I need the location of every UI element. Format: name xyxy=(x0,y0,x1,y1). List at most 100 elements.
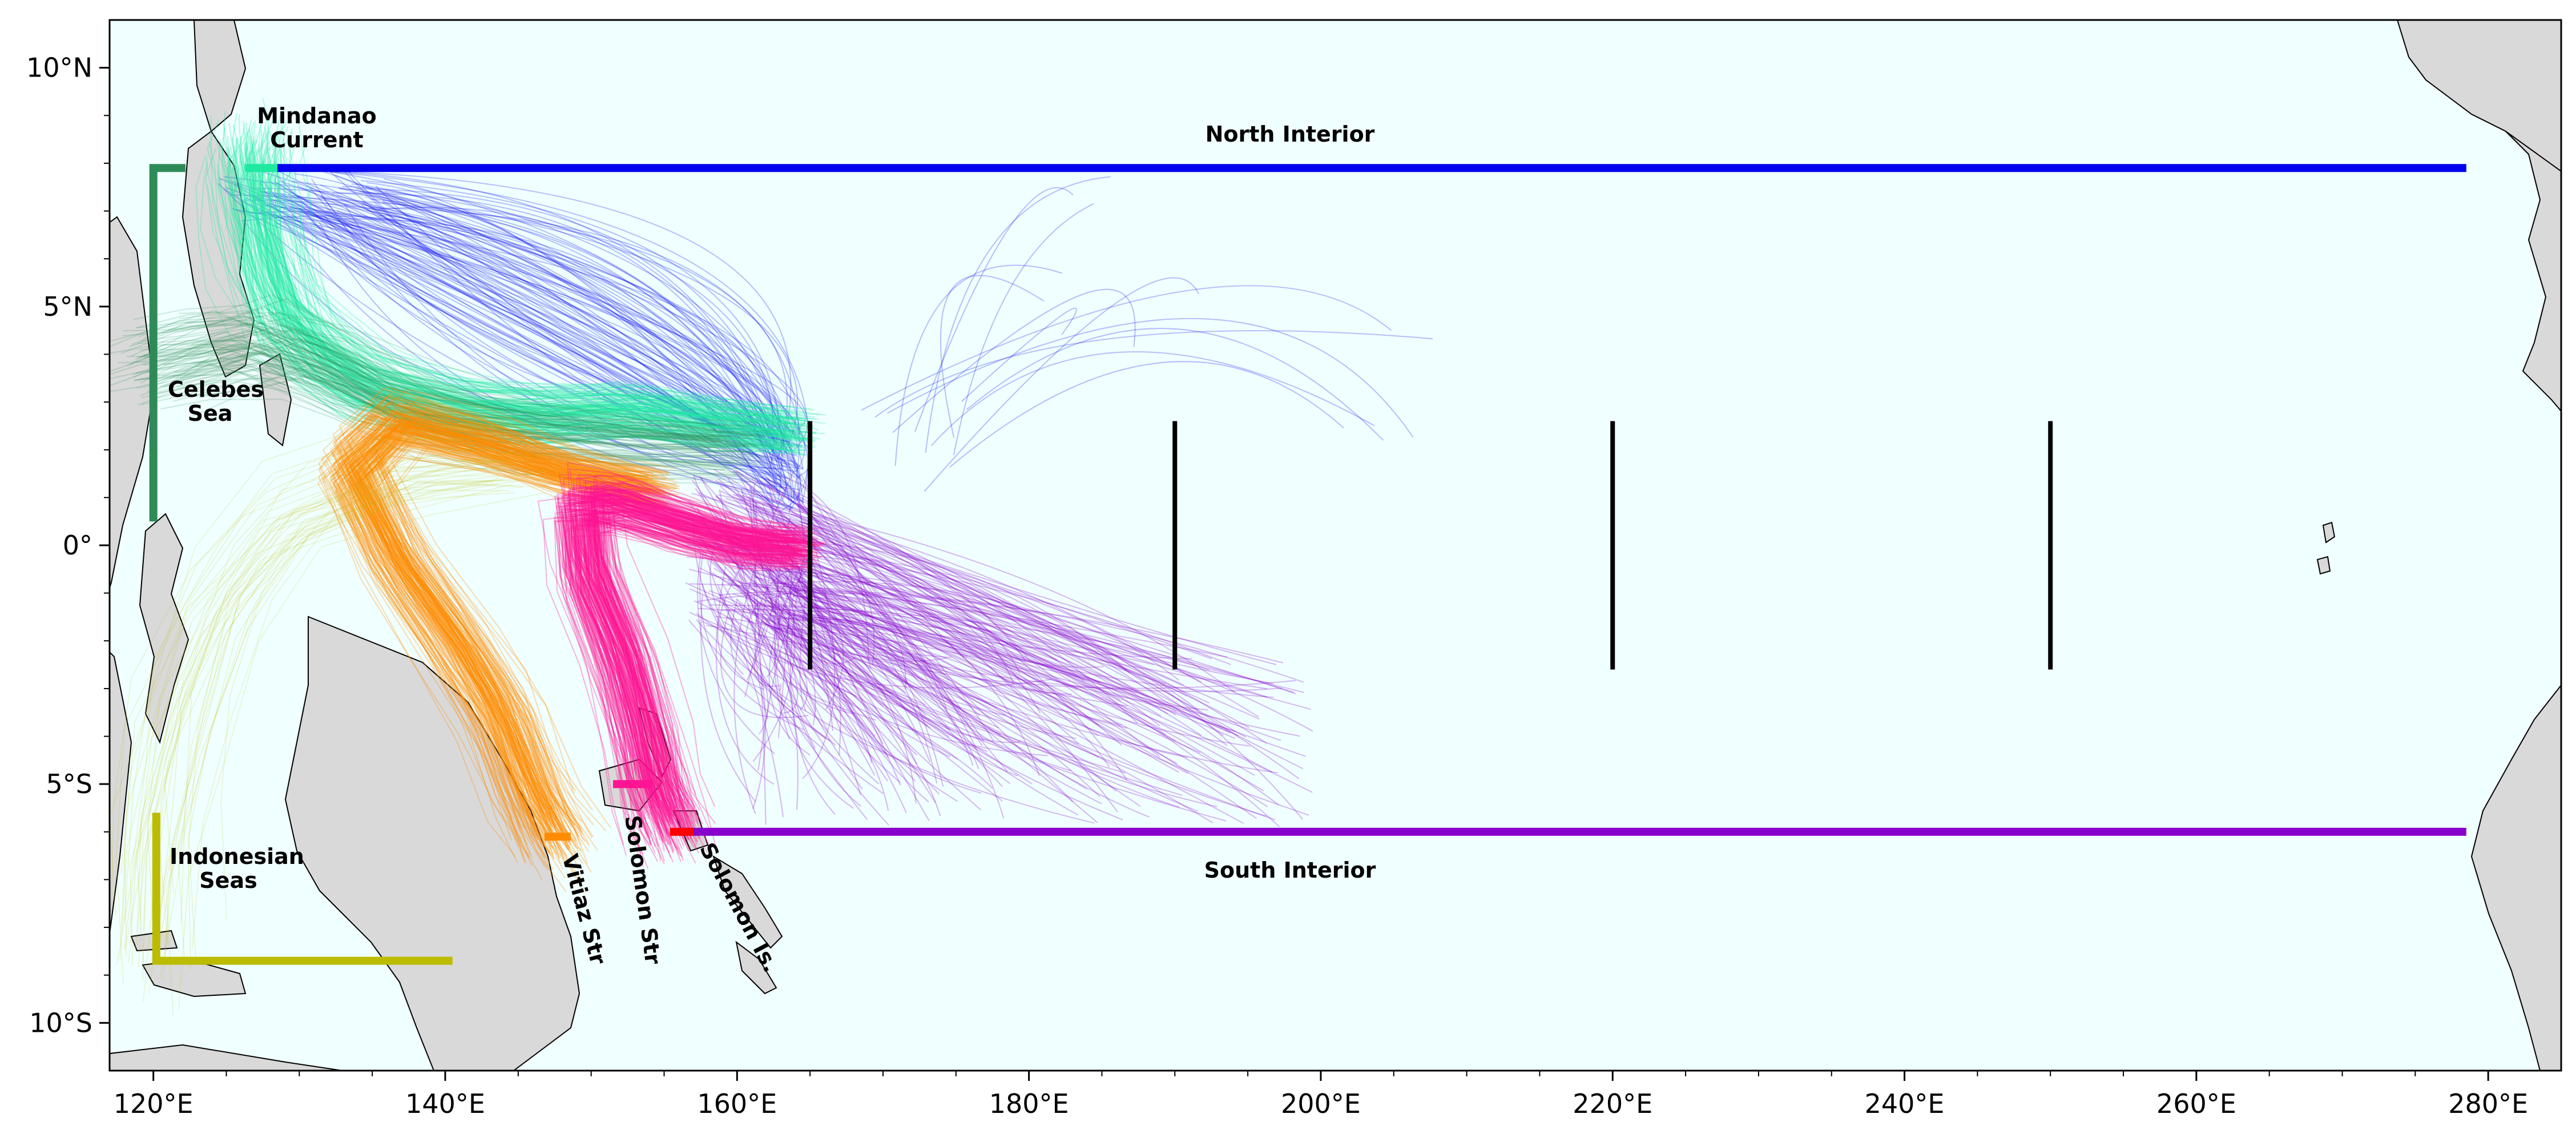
vitiaz-bundle-trajectory xyxy=(362,433,654,857)
south-interior-trajectory xyxy=(721,609,1162,717)
vitiaz-bundle-trajectory xyxy=(368,411,680,850)
sumatra-java-land xyxy=(110,651,132,938)
north-interior-trajectory xyxy=(293,173,779,493)
south-interior-trajectory xyxy=(705,533,873,763)
mindanao-bundle-trajectory xyxy=(246,123,791,420)
south-interior-trajectory xyxy=(717,478,872,669)
mindanao-bundle-trajectory xyxy=(260,144,802,429)
north-interior-trajectory xyxy=(288,191,800,480)
south-interior-trajectory xyxy=(720,545,982,811)
solomon-bundle-trajectory xyxy=(567,492,795,809)
celebes-bundle-trajectory xyxy=(191,316,752,437)
mindanao-bundle-trajectory xyxy=(261,170,801,427)
south-interior-trajectory xyxy=(775,518,1041,714)
celebes-bundle-trajectory xyxy=(174,362,767,458)
south-interior-trajectory xyxy=(725,548,917,804)
vitiaz-bundle-trajectory xyxy=(348,428,651,842)
halmahera-land xyxy=(259,353,292,447)
solomon-bundle-trajectory xyxy=(594,514,805,858)
south-interior-trajectory xyxy=(747,615,781,691)
south-interior-trajectory xyxy=(765,540,1127,671)
north-interior-trajectory xyxy=(263,194,800,497)
mindanao-bundle-trajectory xyxy=(221,127,779,433)
solomon-bundle-trajectory xyxy=(584,499,804,831)
mindanao-bundle-trajectory xyxy=(235,137,777,453)
celebes-bundle-trajectory xyxy=(123,323,733,437)
vitiaz-bundle-trajectory xyxy=(334,436,654,880)
vitiaz-bundle-trajectory xyxy=(354,425,666,842)
south-interior-trajectory xyxy=(736,538,1200,753)
south-interior-trajectory xyxy=(706,533,1131,673)
south-interior-trajectory xyxy=(777,474,869,661)
vitiaz-bundle-trajectory xyxy=(349,395,648,813)
north-interior-trajectory xyxy=(356,188,796,501)
mindanao-bundle-trajectory xyxy=(257,157,795,419)
vitiaz-bundle-trajectory xyxy=(342,412,642,822)
vitiaz-bundle-trajectory xyxy=(329,434,650,855)
north-interior-trajectory xyxy=(245,197,772,436)
vitiaz-bundle-trajectory xyxy=(357,403,664,826)
vitiaz-bundle-trajectory xyxy=(344,409,655,829)
solomon-bundle-trajectory xyxy=(567,508,805,841)
north-interior-trajectory xyxy=(382,200,800,468)
south-interior-trajectory xyxy=(753,484,828,731)
vitiaz-bundle-trajectory xyxy=(365,417,668,829)
mindanao-bundle-trajectory xyxy=(248,139,799,439)
solomon-bundle-trajectory xyxy=(575,491,795,810)
south-interior-trajectory xyxy=(761,621,948,662)
mindanao-bundle-trajectory xyxy=(239,123,809,439)
north-interior-trajectory xyxy=(382,202,775,457)
mindanao-bundle-trajectory xyxy=(261,142,796,437)
mindanao-bundle-trajectory xyxy=(207,120,786,419)
north-interior-trajectory xyxy=(365,196,779,440)
solomon-bundle-trajectory xyxy=(567,483,800,821)
indonesian-bundle-trajectory xyxy=(115,447,480,984)
solomon-bundle-trajectory xyxy=(580,516,817,849)
celebes-bundle-trajectory xyxy=(143,328,729,443)
vitiaz-bundle-trajectory xyxy=(378,438,665,878)
solomon-bundle-trajectory xyxy=(554,516,791,867)
mindanao-bundle-trajectory xyxy=(240,160,792,441)
mindanao-bundle-trajectory xyxy=(195,156,781,446)
south-interior-trajectory xyxy=(808,525,994,742)
vitiaz-bundle-trajectory xyxy=(376,407,667,837)
south-interior-trajectory xyxy=(727,579,836,662)
solomon-bundle-trajectory xyxy=(593,474,816,803)
solomon-bundle-trajectory xyxy=(585,520,814,851)
solomon-bundle-trajectory xyxy=(592,488,827,829)
celebes-bundle-trajectory xyxy=(133,350,747,466)
north-interior-trajectory xyxy=(362,191,779,494)
south-interior-bundle xyxy=(685,469,1313,827)
mindanao-bundle-trajectory xyxy=(267,126,815,427)
north-interior-trajectory xyxy=(231,180,795,499)
vitiaz-bundle-trajectory xyxy=(344,424,656,843)
north-interior-trajectory xyxy=(305,212,804,470)
solomon-bundle-trajectory xyxy=(590,490,813,816)
celebes-bundle-trajectory xyxy=(163,360,749,446)
solomon-bundle-trajectory xyxy=(559,496,793,826)
mindanao-bundle-trajectory xyxy=(221,155,788,450)
solomon-bundle-trajectory xyxy=(569,498,790,837)
solomon-bundle-trajectory xyxy=(562,509,789,835)
solomon-bundle-trajectory xyxy=(588,498,795,831)
south-interior-trajectory xyxy=(713,561,916,782)
vitiaz-bundle-trajectory xyxy=(325,421,632,826)
vitiaz-bundle-trajectory xyxy=(387,443,671,865)
vitiaz-bundle-trajectory xyxy=(354,412,654,817)
mindanao-bundle-trajectory xyxy=(269,147,811,428)
south-interior-trajectory xyxy=(774,570,807,739)
mindanao-bundle-trajectory xyxy=(249,162,783,443)
indonesian-label-line1: Indonesian xyxy=(170,844,304,869)
solomon-bundle-trajectory xyxy=(599,488,821,825)
north-interior-trajectory xyxy=(344,218,772,474)
galapagos-land-2 xyxy=(2316,556,2331,575)
vitiaz-bundle-trajectory xyxy=(356,421,650,873)
solomon-bundle-trajectory xyxy=(582,481,801,833)
vitiaz-bundle-trajectory xyxy=(367,425,663,856)
south-interior-trajectory xyxy=(695,540,908,814)
celebes-bundle-trajectory xyxy=(110,343,718,442)
vitiaz-bundle-trajectory xyxy=(336,417,641,825)
x-tick-label: 220°E xyxy=(1573,1088,1652,1119)
south-interior-trajectory xyxy=(795,570,983,746)
mindanao-bundle-trajectory xyxy=(289,128,811,433)
